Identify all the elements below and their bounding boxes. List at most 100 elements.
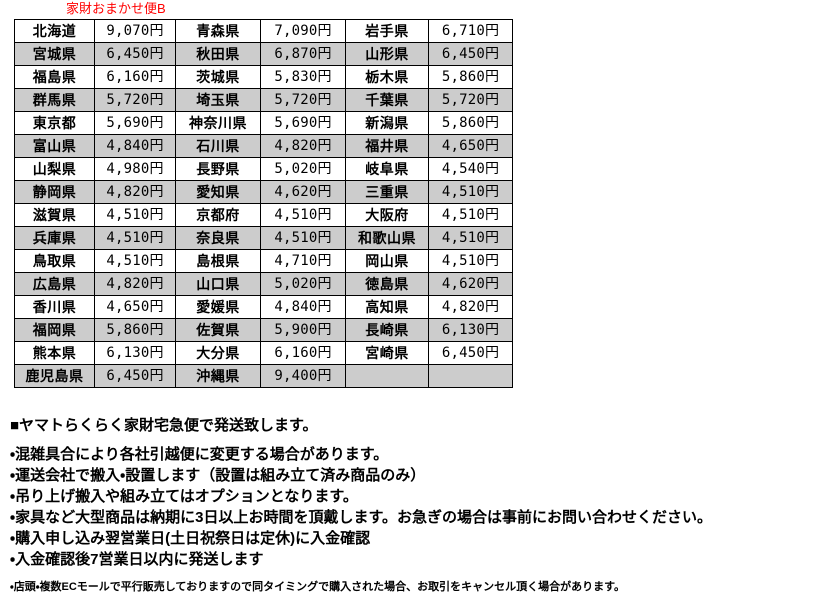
shipping-fee-value: 5,720円 [260, 88, 346, 112]
prefecture-name: 山口県 [175, 272, 261, 296]
shipping-fee-value: 4,840円 [94, 134, 176, 158]
shipping-fee-value: 4,650円 [428, 134, 513, 158]
table-row: 鳥取県 4,510円 島根県 4,710円 岡山県 4,510円 [14, 249, 513, 273]
prefecture-name: 京都府 [175, 203, 261, 227]
table-row: 静岡県 4,820円 愛知県 4,620円 三重県 4,510円 [14, 180, 513, 204]
prefecture-name: 岐阜県 [345, 157, 429, 181]
prefecture-name: 長野県 [175, 157, 261, 181]
shipping-fee-value: 4,620円 [260, 180, 346, 204]
prefecture-name: 滋賀県 [14, 203, 95, 227]
shipping-fee-value: 5,690円 [260, 111, 346, 135]
empty-cell [428, 364, 513, 388]
shipping-fee-value: 4,510円 [428, 180, 513, 204]
shipping-fee-value: 6,160円 [94, 65, 176, 89]
prefecture-name: 高知県 [345, 295, 429, 319]
shipping-fee-value: 4,510円 [260, 203, 346, 227]
fare-table-body: 北海道 9,070円 青森県 7,090円 岩手県 6,710円 宮城県 6,450円 秋田県 6… [14, 19, 513, 388]
prefecture-name: 広島県 [14, 272, 95, 296]
table-row: 兵庫県 4,510円 奈良県 4,510円 和歌山県 4,510円 [14, 226, 513, 250]
prefecture-name: 宮崎県 [345, 341, 429, 365]
note-line: ・混雑具合により各社引越便に変更する場合があります。 [10, 446, 389, 463]
prefecture-name: 山形県 [345, 42, 429, 66]
prefecture-name: 山梨県 [14, 157, 95, 181]
shipping-fee-value: 4,820円 [94, 180, 176, 204]
shipping-fee-value: 4,820円 [260, 134, 346, 158]
prefecture-name: 和歌山県 [345, 226, 429, 250]
prefecture-name: 栃木県 [345, 65, 429, 89]
prefecture-name: 千葉県 [345, 88, 429, 112]
shipping-fee-value: 5,860円 [428, 65, 513, 89]
shipping-fee-value: 5,900円 [260, 318, 346, 342]
prefecture-name: 埼玉県 [175, 88, 261, 112]
note-line: ・購入申し込み翌営業日(土日祝祭日は定休)に入金確認 [10, 530, 371, 547]
table-row: 山梨県 4,980円 長野県 5,020円 岐阜県 4,540円 [14, 157, 513, 181]
prefecture-name: 三重県 [345, 180, 429, 204]
shipping-notes: ■ヤマトらくらく家財宅急便で発送致します。 ・混雑具合により各社引越便に変更する… [10, 414, 810, 597]
prefecture-name: 福井県 [345, 134, 429, 158]
shipping-fee-value: 4,510円 [428, 203, 513, 227]
shipping-fee-value: 6,450円 [94, 364, 176, 388]
table-row: 滋賀県 4,510円 京都府 4,510円 大阪府 4,510円 [14, 203, 513, 227]
shipping-fee-value: 6,450円 [428, 341, 513, 365]
shipping-fee-value: 4,510円 [94, 203, 176, 227]
table-row: 群馬県 5,720円 埼玉県 5,720円 千葉県 5,720円 [14, 88, 513, 112]
prefecture-name: 愛知県 [175, 180, 261, 204]
shipping-fee-value: 6,450円 [94, 42, 176, 66]
prefecture-name: 石川県 [175, 134, 261, 158]
table-row: 福岡県 5,860円 佐賀県 5,900円 長崎県 6,130円 [14, 318, 513, 342]
shipping-fee-value: 6,130円 [428, 318, 513, 342]
prefecture-name: 神奈川県 [175, 111, 261, 135]
notes-fine-print: ・店頭・複数ECモールで平行販売しておりますので同タイミングで購入された場合、お… [10, 581, 625, 593]
prefecture-name: 東京都 [14, 111, 95, 135]
note-line: ・運送会社で搬入・設置します（設置は組み立て済み商品のみ） [10, 467, 426, 484]
prefecture-name: 兵庫県 [14, 226, 95, 250]
prefecture-name: 香川県 [14, 295, 95, 319]
shipping-fee-value: 6,160円 [260, 341, 346, 365]
shipping-fee-value: 6,710円 [428, 19, 513, 43]
shipping-fee-value: 4,820円 [428, 295, 513, 319]
shipping-fee-value: 6,870円 [260, 42, 346, 66]
table-row: 北海道 9,070円 青森県 7,090円 岩手県 6,710円 [14, 19, 513, 43]
prefecture-name: 長崎県 [345, 318, 429, 342]
shipping-fee-value: 5,860円 [428, 111, 513, 135]
prefecture-name: 島根県 [175, 249, 261, 273]
shipping-fee-value: 4,620円 [428, 272, 513, 296]
shipping-fee-value: 4,710円 [260, 249, 346, 273]
table-row: 広島県 4,820円 山口県 5,020円 徳島県 4,620円 [14, 272, 513, 296]
shipping-fee-value: 9,070円 [94, 19, 176, 43]
prefecture-name: 鳥取県 [14, 249, 95, 273]
shipping-fee-value: 5,860円 [94, 318, 176, 342]
table-row: 香川県 4,650円 愛媛県 4,840円 高知県 4,820円 [14, 295, 513, 319]
shipping-fee-value: 5,720円 [428, 88, 513, 112]
table-row: 鹿児島県 6,450円 沖縄県 9,400円 [14, 364, 513, 388]
shipping-fee-value: 4,510円 [428, 226, 513, 250]
prefecture-name: 岩手県 [345, 19, 429, 43]
prefecture-name: 大阪府 [345, 203, 429, 227]
note-line: ・入金確認後7営業日以内に発送します [10, 551, 264, 568]
shipping-fee-value: 5,690円 [94, 111, 176, 135]
shipping-fee-value: 4,840円 [260, 295, 346, 319]
prefecture-name: 大分県 [175, 341, 261, 365]
note-line: ・吊り上げ搬入や組み立てはオプションとなります。 [10, 488, 358, 505]
prefecture-name: 岡山県 [345, 249, 429, 273]
page-title: 家財おまかせ便B [66, 1, 166, 16]
shipping-fee-value: 4,820円 [94, 272, 176, 296]
prefecture-name: 愛媛県 [175, 295, 261, 319]
shipping-fee-value: 6,130円 [94, 341, 176, 365]
prefecture-name: 徳島県 [345, 272, 429, 296]
shipping-fee-value: 9,400円 [260, 364, 346, 388]
shipping-fee-value: 7,090円 [260, 19, 346, 43]
table-row: 東京都 5,690円 神奈川県 5,690円 新潟県 5,860円 [14, 111, 513, 135]
shipping-fee-value: 4,650円 [94, 295, 176, 319]
shipping-fee-value: 5,020円 [260, 157, 346, 181]
prefecture-name: 群馬県 [14, 88, 95, 112]
shipping-fee-value: 5,830円 [260, 65, 346, 89]
shipping-fee-value: 6,450円 [428, 42, 513, 66]
table-row: 福島県 6,160円 茨城県 5,830円 栃木県 5,860円 [14, 65, 513, 89]
notes-heading: ■ヤマトらくらく家財宅急便で発送致します。 [10, 417, 318, 434]
prefecture-name: 佐賀県 [175, 318, 261, 342]
shipping-fee-value: 4,510円 [94, 226, 176, 250]
notes-list: ・混雑具合により各社引越便に変更する場合があります。・運送会社で搬入・設置します… [10, 444, 810, 570]
prefecture-name: 宮城県 [14, 42, 95, 66]
